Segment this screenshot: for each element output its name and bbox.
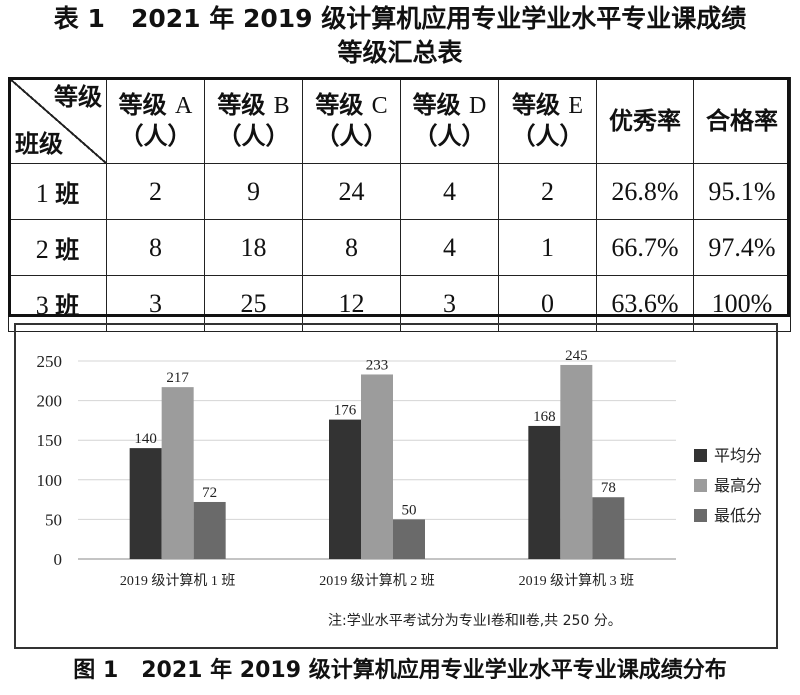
data-label: 78 (601, 480, 616, 496)
cell-pass-rate: 95.1% (693, 163, 791, 220)
grade-summary-table: 等级 班级 等级 A （人） 等级 B （人） 等级 C （人） 等级 D （人） 等级… (8, 77, 791, 332)
data-label: 217 (166, 370, 189, 386)
table-title-text: 2021 年 2019 级计算机应用专业学业水平专业课成绩 (130, 4, 747, 33)
header-grade-e: 等级 E （人） (498, 77, 597, 164)
bar (528, 425, 561, 559)
bar (592, 497, 625, 559)
cell-excellent-rate: 63.6% (596, 275, 694, 332)
cell-grade-b: 25 (204, 275, 303, 332)
header-grade-a: 等级 A （人） (106, 77, 205, 164)
data-label: 176 (334, 403, 357, 419)
cell-grade-b: 18 (204, 219, 303, 276)
score-bar-chart: 0 50 100 150 200 250 140 217 72 2019 级计算机 1 班 176 2… (37, 348, 763, 629)
table-title: 表 1 2021 年 2019 级计算机应用专业学业水平专业课成绩 (0, 4, 800, 34)
legend-label: 最低分 (714, 506, 762, 525)
cell-excellent-rate: 66.7% (596, 219, 694, 276)
corner-header-cell: 等级 班级 (8, 77, 107, 164)
y-tick-label: 150 (37, 431, 63, 450)
data-label: 50 (402, 502, 417, 518)
cell-grade-d: 4 (400, 163, 499, 220)
table-row: 2 班 8 18 8 4 1 66.7% 97.4% (8, 219, 791, 276)
header-grade-c: 等级 C （人） (302, 77, 401, 164)
figure-caption-text: 2021 年 2019 级计算机应用专业学业水平专业课成绩分布 (141, 658, 727, 683)
header-excellent-rate: 优秀率 (596, 77, 694, 164)
cell-grade-a: 2 (106, 163, 205, 220)
bar (361, 374, 393, 559)
cell-pass-rate: 97.4% (693, 219, 791, 276)
y-tick-label: 0 (54, 550, 63, 569)
cell-grade-e: 2 (498, 163, 597, 220)
data-label: 140 (134, 431, 157, 447)
legend-swatch (694, 449, 707, 462)
legend-label: 平均分 (714, 446, 762, 465)
table-row: 3 班 3 25 12 3 0 63.6% 100% (8, 275, 791, 332)
bar (393, 519, 425, 559)
figure-caption: 图 1 2021 年 2019 级计算机应用专业学业水平专业课成绩分布 (0, 656, 800, 686)
cell-grade-a: 8 (106, 219, 205, 276)
bar (560, 364, 593, 559)
cell-pass-rate: 100% (693, 275, 791, 332)
x-category-label: 2019 级计算机 1 班 (120, 573, 236, 589)
y-tick-label: 50 (45, 510, 62, 529)
cell-grade-b: 9 (204, 163, 303, 220)
y-tick-label: 100 (37, 471, 63, 490)
data-label: 233 (366, 357, 389, 373)
cell-grade-d: 4 (400, 219, 499, 276)
legend-label: 最高分 (714, 476, 762, 495)
table-title-prefix: 表 1 (53, 4, 105, 33)
header-pass-rate: 合格率 (693, 77, 791, 164)
bar (161, 387, 194, 559)
cell-grade-c: 24 (302, 163, 401, 220)
legend-swatch (694, 479, 707, 492)
bar (129, 448, 162, 559)
cell-grade-e: 1 (498, 219, 597, 276)
table-title-line2: 等级汇总表 (337, 38, 463, 67)
legend-swatch (694, 509, 707, 522)
data-label: 245 (565, 348, 588, 364)
figure-caption-prefix: 图 1 (73, 658, 119, 683)
header-grade-b: 等级 B （人） (204, 77, 303, 164)
corner-class-label: 班级 (15, 130, 63, 158)
corner-grade-label: 等级 (54, 83, 102, 111)
row-class-label: 3 班 (8, 275, 107, 332)
x-category-label: 2019 级计算机 3 班 (519, 573, 635, 589)
x-category-label: 2019 级计算机 2 班 (319, 573, 435, 589)
chart-note: 注:学业水平考试分为专业Ⅰ卷和Ⅱ卷,共 250 分。 (328, 613, 622, 629)
data-label: 168 (533, 409, 556, 425)
bar (193, 501, 226, 559)
bar (329, 419, 361, 559)
cell-grade-c: 8 (302, 219, 401, 276)
y-tick-label: 200 (37, 392, 63, 411)
cell-excellent-rate: 26.8% (596, 163, 694, 220)
cell-grade-a: 3 (106, 275, 205, 332)
row-class-label: 2 班 (8, 219, 107, 276)
data-label: 72 (202, 485, 217, 501)
chart-frame: 0 50 100 150 200 250 140 217 72 2019 级计算机 1 班 176 2… (14, 323, 778, 649)
table-row: 1 班 2 9 24 4 2 26.8% 95.1% (8, 163, 791, 220)
table-header-row: 等级 班级 等级 A （人） 等级 B （人） 等级 C （人） 等级 D （人） 等级… (8, 77, 791, 164)
row-class-label: 1 班 (8, 163, 107, 220)
cell-grade-e: 0 (498, 275, 597, 332)
y-tick-label: 250 (37, 352, 63, 371)
header-grade-d: 等级 D （人） (400, 77, 499, 164)
